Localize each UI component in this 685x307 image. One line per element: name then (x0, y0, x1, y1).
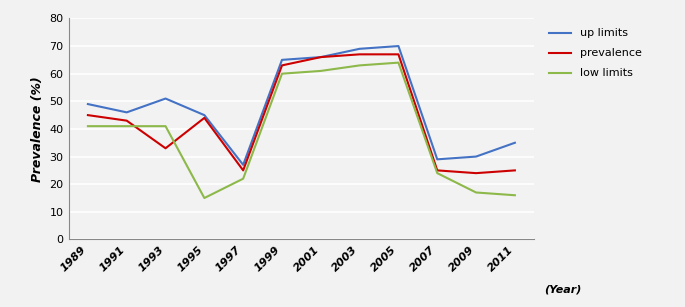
low limits (433, 171, 441, 175)
low limits (200, 196, 208, 200)
up limits (511, 141, 519, 145)
low limits (472, 191, 480, 194)
low limits (356, 64, 364, 67)
up limits (200, 113, 208, 117)
prevalence (84, 113, 92, 117)
prevalence (278, 64, 286, 67)
Line: low limits: low limits (88, 63, 515, 198)
prevalence (433, 169, 441, 172)
prevalence (123, 119, 131, 122)
up limits (356, 47, 364, 51)
low limits (239, 177, 247, 181)
low limits (278, 72, 286, 76)
low limits (511, 193, 519, 197)
up limits (316, 55, 325, 59)
Text: (Year): (Year) (545, 285, 582, 295)
prevalence (200, 116, 208, 120)
up limits (84, 102, 92, 106)
prevalence (511, 169, 519, 172)
prevalence (395, 52, 403, 56)
Legend: up limits, prevalence, low limits: up limits, prevalence, low limits (549, 28, 642, 78)
up limits (123, 111, 131, 114)
low limits (316, 69, 325, 73)
prevalence (316, 55, 325, 59)
low limits (395, 61, 403, 64)
up limits (472, 155, 480, 158)
up limits (239, 163, 247, 167)
up limits (162, 97, 170, 100)
prevalence (472, 171, 480, 175)
prevalence (239, 169, 247, 172)
Line: prevalence: prevalence (88, 54, 515, 173)
low limits (123, 124, 131, 128)
prevalence (356, 52, 364, 56)
up limits (278, 58, 286, 62)
up limits (433, 157, 441, 161)
Line: up limits: up limits (88, 46, 515, 165)
up limits (395, 44, 403, 48)
prevalence (162, 146, 170, 150)
low limits (84, 124, 92, 128)
low limits (162, 124, 170, 128)
Y-axis label: Prevalence (%): Prevalence (%) (31, 76, 44, 182)
